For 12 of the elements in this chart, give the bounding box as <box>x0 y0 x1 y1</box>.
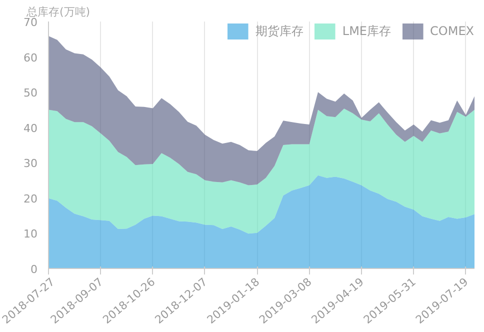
y-tick-label: 40 <box>24 122 38 135</box>
legend-label: LME库存 <box>342 22 392 40</box>
y-tick-label: 50 <box>24 86 38 100</box>
y-tick-label: 0 <box>30 263 38 276</box>
y-tick-label: 60 <box>24 51 38 64</box>
y-tick-label: 10 <box>24 228 38 241</box>
y-tick-label: 30 <box>24 157 38 170</box>
y-tick-label: 20 <box>24 192 38 206</box>
legend-label: 期货库存 <box>255 22 304 40</box>
y-axis-title: 总库存(万吨) <box>26 6 90 18</box>
legend-label: COMEX <box>430 24 474 38</box>
y-tick-label: 70 <box>24 16 38 29</box>
